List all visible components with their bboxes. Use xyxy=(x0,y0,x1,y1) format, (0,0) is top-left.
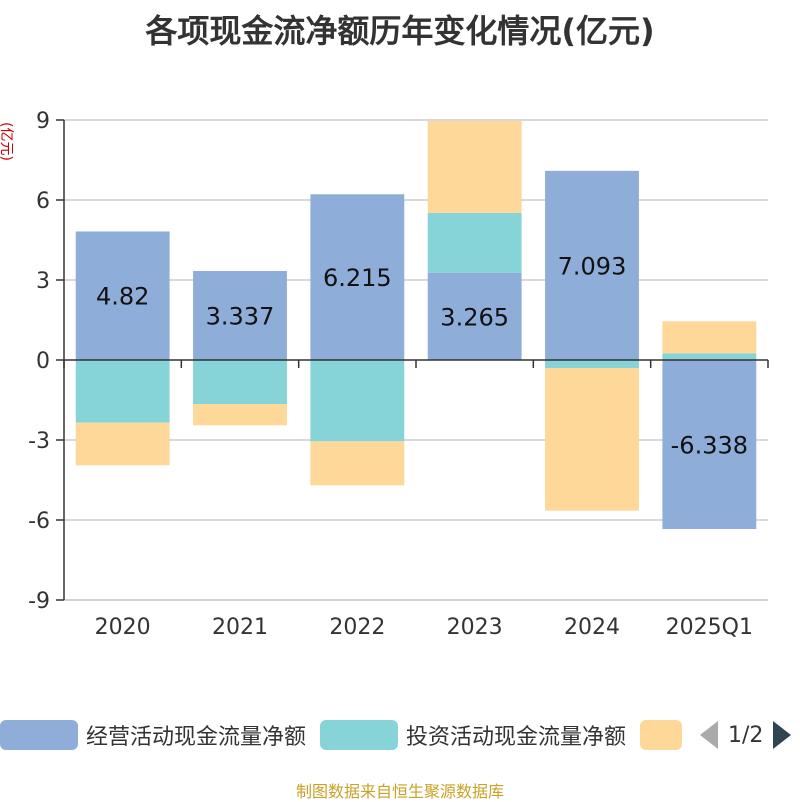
bar-value-label: 3.337 xyxy=(206,303,275,331)
bar-2022-series-2[interactable] xyxy=(310,441,405,486)
bar-2021-series-2[interactable] xyxy=(193,404,287,426)
bar-2021-series-0[interactable] xyxy=(193,271,287,360)
x-tick-label: 2022 xyxy=(329,615,385,640)
bar-value-label: 3.265 xyxy=(440,303,509,331)
x-tick-label: 2023 xyxy=(447,615,503,640)
legend-item-operating[interactable]: 经营活动现金流量净额 xyxy=(0,716,306,754)
legend-label-investing: 投资活动现金流量净额 xyxy=(406,725,627,750)
bar-2023-series-0[interactable] xyxy=(427,272,522,360)
legend-swatch-operating xyxy=(0,720,78,750)
grid-lines xyxy=(64,119,768,601)
y-tick-label: 6 xyxy=(36,189,50,214)
pager-next-icon[interactable] xyxy=(773,721,792,749)
bar-2024-series-0[interactable] xyxy=(545,170,639,360)
bar-2025Q1-series-1[interactable] xyxy=(662,353,757,360)
pager-prev-icon[interactable] xyxy=(700,721,718,749)
y-tick-label: 3 xyxy=(36,269,50,294)
y-axis-unit: (亿元) xyxy=(0,122,14,161)
bar-2020-series-1[interactable] xyxy=(75,360,170,423)
bar-value-label: 4.82 xyxy=(96,283,149,311)
legend-pager: 1/2 xyxy=(700,716,792,754)
bar-2024-series-2[interactable] xyxy=(545,368,639,511)
pager-indicator: 1/2 xyxy=(728,722,764,748)
bar-2023-series-2[interactable] xyxy=(427,120,522,213)
y-tick-label: -9 xyxy=(28,589,50,614)
y-tick-label: 0 xyxy=(36,349,50,374)
source-note: 制图数据来自恒生聚源数据库 xyxy=(295,782,504,801)
bars xyxy=(75,120,757,530)
legend-item-financing[interactable] xyxy=(640,716,690,754)
y-tick-label: 9 xyxy=(36,109,50,134)
bar-value-label: -6.338 xyxy=(671,432,748,460)
bar-2024-series-1[interactable] xyxy=(545,360,639,368)
bar-2025Q1-series-2[interactable] xyxy=(662,321,757,354)
bar-labels: 4.82 3.337 6.215 3.265 7.093 -6.338 xyxy=(96,252,748,459)
bar-2025Q1-series-0[interactable] xyxy=(662,360,757,530)
x-tick-label: 2025Q1 xyxy=(666,615,753,640)
legend-label-operating: 经营活动现金流量净额 xyxy=(86,725,307,750)
bar-value-label: 7.093 xyxy=(558,252,627,280)
x-tick-label: 2020 xyxy=(95,615,151,640)
legend-item-investing[interactable]: 投资活动现金流量净额 xyxy=(320,716,626,754)
bar-value-label: 6.215 xyxy=(323,264,392,292)
bar-2020-series-2[interactable] xyxy=(75,422,170,466)
chart-title: 各项现金流净额历年变化情况(亿元) xyxy=(145,12,655,50)
y-tick-label: -6 xyxy=(28,509,50,534)
bar-2021-series-1[interactable] xyxy=(193,360,287,404)
x-tick-label: 2021 xyxy=(212,615,268,640)
bar-2020-series-0[interactable] xyxy=(75,231,170,360)
legend-swatch-financing xyxy=(640,720,682,750)
bar-2022-series-0[interactable] xyxy=(310,194,405,360)
axes: -9 -6 -3 0 3 6 9 2020 2021 2022 2023 2024 2025Q1 xyxy=(28,109,769,640)
bar-2023-series-1[interactable] xyxy=(427,212,522,273)
legend: 经营活动现金流量净额 投资活动现金流量净额 1/2 xyxy=(0,716,800,756)
legend-swatch-investing xyxy=(320,720,398,750)
y-tick-label: -3 xyxy=(28,429,50,454)
x-tick-label: 2024 xyxy=(564,615,620,640)
bar-2022-series-1[interactable] xyxy=(310,360,405,442)
